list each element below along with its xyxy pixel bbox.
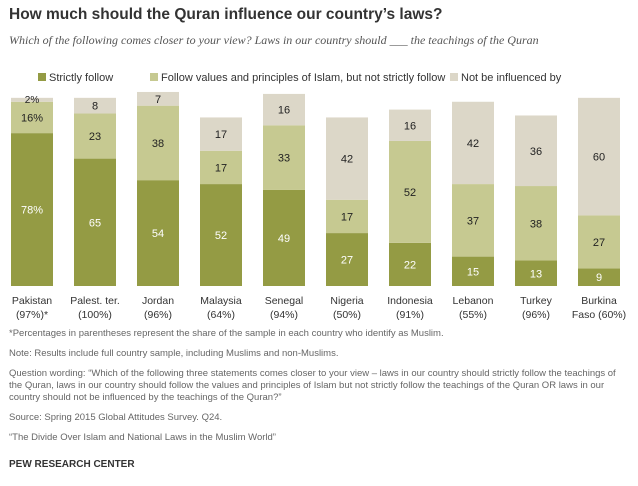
note-sample: Note: Results include full country sampl… [9,348,339,359]
category-label: (50%) [333,309,361,321]
chart-subtitle: Which of the following comes closer to y… [9,33,539,47]
data-label: 27 [593,237,605,249]
data-label: 9 [596,272,602,284]
bar-segment [326,117,368,200]
bar-segment [11,101,53,134]
bar-segment [578,97,620,216]
bar-segment [137,180,179,286]
bar-segment [137,91,179,106]
bar-segment [137,105,179,181]
data-label: 38 [530,218,542,230]
bar-segment [389,242,431,286]
bar-segment [74,113,116,159]
data-label: 60 [593,152,605,164]
note-asterisk: *Percentages in parentheses represent th… [9,328,444,339]
bar-segment [200,184,242,286]
bar-segment [389,140,431,243]
bar-segment [263,125,305,190]
category-label: Senegal [265,295,304,307]
category-label: Malaysia [200,295,242,307]
chart-title: How much should the Quran influence our … [9,6,443,23]
legend-swatch-2 [450,73,458,81]
category-label: (94%) [270,309,298,321]
data-label: 16% [21,112,43,124]
bar-segment [578,215,620,269]
data-label: 78% [21,205,43,217]
data-label: 52 [215,230,227,242]
bar-segment [326,199,368,234]
data-label: 7 [155,94,161,106]
data-label: 17 [215,129,227,141]
data-label: 23 [89,131,101,143]
bar-segment [200,150,242,185]
data-label: 17 [341,211,353,223]
bar-segment [452,184,494,257]
bar-segment [200,117,242,151]
note-source: Source: Spring 2015 Global Attitudes Sur… [9,412,223,423]
data-label: 17 [215,162,227,174]
data-label: 65 [89,217,101,229]
data-label: 16 [278,105,290,117]
bar-segment [515,186,557,261]
bar-segment [389,109,431,141]
bar-segment [515,260,557,286]
data-label: 37 [467,215,479,227]
category-label: Nigeria [330,295,363,307]
category-label: Palest. ter. [70,295,120,307]
bar-segment [452,101,494,185]
category-label: (96%) [522,309,550,321]
legend-swatch-0 [38,73,46,81]
notes: *Percentages in parentheses represent th… [9,328,629,452]
data-label: 33 [278,153,290,165]
bar-segment [515,115,557,187]
category-label: Turkey [520,295,552,307]
data-label: 8 [92,101,98,113]
legend-label-2: Not be influenced by [461,72,562,84]
category-label: Burkina [581,295,617,307]
bar-segment [263,189,305,286]
data-label: 27 [341,255,353,267]
bar-segment [11,97,53,102]
data-label: 42 [467,138,479,150]
data-label: 36 [530,146,542,158]
data-label: 49 [278,233,290,245]
category-label: Indonesia [387,295,433,307]
category-label: (91%) [396,309,424,321]
bar-segment [326,233,368,286]
category-label: (100%) [78,309,112,321]
category-label: Faso (60%) [572,309,626,321]
note-report-title: “The Divide Over Islam and National Laws… [9,432,276,443]
footer-source: PEW RESEARCH CENTER [9,459,135,470]
data-label: 54 [152,228,164,240]
data-label: 42 [341,154,353,166]
data-label: 38 [152,138,164,150]
stacked-bar-chart: Strictly follow Follow values and princip… [11,72,626,321]
category-label: (96%) [144,309,172,321]
category-label: (64%) [207,309,235,321]
legend-label-1: Follow values and principles of Islam, b… [161,72,445,84]
category-label: Pakistan [12,295,52,307]
bar-segment [11,133,53,286]
note-question-wording: Question wording: “Which of the followin… [9,368,616,403]
data-label: 15 [467,266,479,278]
data-label: 52 [404,187,416,199]
category-label: (97%)* [16,309,48,321]
bar-segment [263,93,305,126]
bar-segment [74,158,116,286]
category-label: Jordan [142,295,174,307]
legend-label-0: Strictly follow [49,72,113,84]
bar-segment [74,97,116,114]
legend-swatch-1 [150,73,158,81]
data-label: 13 [530,268,542,280]
data-label: 2% [25,95,40,106]
bar-segment [452,256,494,286]
category-label: (55%) [459,309,487,321]
data-label: 22 [404,259,416,271]
bar-segment [578,268,620,286]
category-label: Lebanon [453,295,494,307]
data-label: 16 [404,120,416,132]
